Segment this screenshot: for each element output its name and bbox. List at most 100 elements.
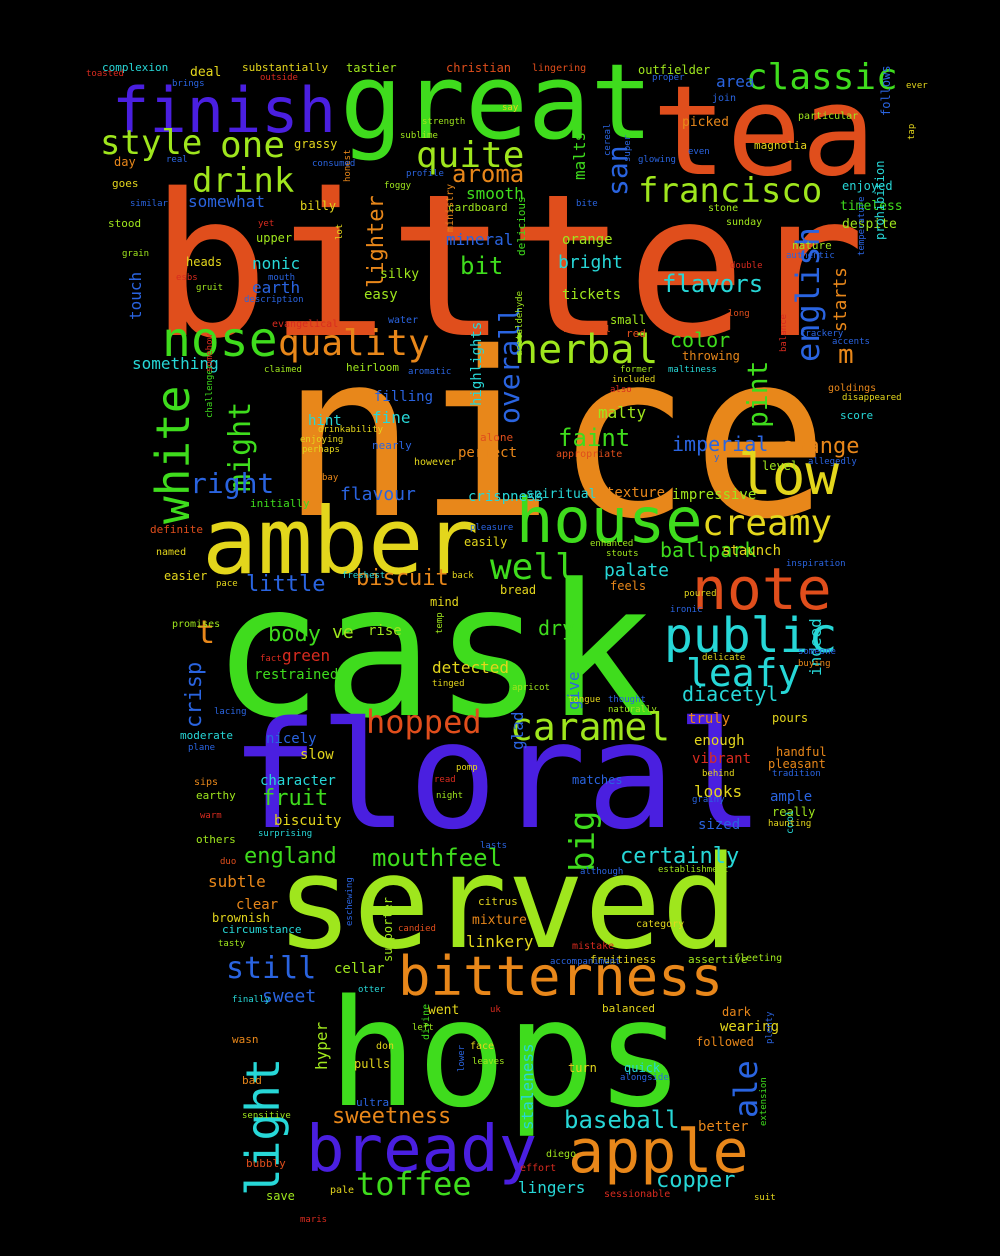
word-eschewing: eschewing <box>345 877 355 926</box>
word-still: still <box>226 951 317 986</box>
word-gruit: gruit <box>196 283 224 293</box>
word-finally: finally <box>232 995 270 1005</box>
word-goes: goes <box>112 177 139 190</box>
word-delicate: delicate <box>702 653 746 663</box>
word-cellar: cellar <box>334 961 385 977</box>
word-cask: cask <box>212 545 656 759</box>
word-stood: stood <box>108 217 142 230</box>
word-leaves: leaves <box>472 1057 505 1067</box>
word-served: served <box>276 829 739 978</box>
word-biscuit: biscuit <box>356 566 449 591</box>
word-moderate: moderate <box>180 729 233 742</box>
word-pours: pours <box>772 711 809 725</box>
word-nearly: nearly <box>372 439 412 452</box>
word-right: right <box>190 467 275 500</box>
word-bay: bay <box>322 473 339 483</box>
word-staleness: staleness <box>518 1043 537 1130</box>
word-perhaps: perhaps <box>302 445 340 455</box>
word-touch: touch <box>126 271 145 320</box>
word-well: well <box>490 547 577 588</box>
word-floral: floral <box>230 690 765 862</box>
word-alone: alone <box>480 431 514 444</box>
word-ironic: ironic <box>670 605 703 615</box>
word-former: former <box>620 365 653 375</box>
word-divine: divine <box>421 1003 432 1040</box>
word-proper: proper <box>652 73 685 83</box>
word-character: character <box>260 773 336 789</box>
word-leafy: leafy <box>686 651 801 695</box>
word-something: something <box>132 354 219 373</box>
word-lingering: lingering <box>532 63 587 74</box>
word-ale: ale <box>727 1060 765 1118</box>
word-sunday: sunday <box>726 217 763 228</box>
word-nose: nose <box>162 312 278 368</box>
word-vibrant: vibrant <box>692 751 752 767</box>
word-temperature: temperature <box>857 196 867 256</box>
word-francisco: francisco <box>638 171 823 211</box>
word-similar: similar <box>130 199 168 209</box>
word-slow: slow <box>300 747 334 763</box>
word-baseball: baseball <box>564 1106 680 1134</box>
word-copper: copper <box>656 1168 736 1193</box>
word-lacing: lacing <box>214 707 247 717</box>
word-matches: matches <box>572 773 623 787</box>
word-outside: outside <box>260 73 298 83</box>
word-mixture: mixture <box>472 913 527 928</box>
word-house: house <box>516 484 703 557</box>
word-clear: clear <box>236 897 279 913</box>
word-enjoying: enjoying <box>300 435 344 445</box>
word-apple: apple <box>568 1117 749 1187</box>
word-earthy: earthy <box>196 789 236 802</box>
word-inspiration: inspiration <box>786 559 846 569</box>
word-area: area <box>716 72 755 91</box>
word-went: went <box>428 1003 460 1018</box>
word-drink: drink <box>192 161 295 201</box>
word-don: don <box>376 1041 395 1052</box>
word-plenty: plenty <box>765 1011 775 1044</box>
word-grassy: grassy <box>294 137 338 151</box>
word-evangelical: evangelical <box>272 319 339 330</box>
word-appropriate: appropriate <box>556 449 623 460</box>
word-amber: amber <box>202 488 479 595</box>
word-y: y <box>714 453 720 463</box>
word-looks: looks <box>694 782 743 801</box>
word-heads: heads <box>186 255 223 269</box>
word-ministry: ministry <box>445 183 456 232</box>
word-heirloom: heirloom <box>346 361 399 374</box>
word-biscuity: biscuity <box>274 813 342 829</box>
word-somehow: somehow <box>205 334 215 372</box>
word-brownish: brownish <box>212 911 270 925</box>
word-easy: easy <box>364 287 398 303</box>
word-profile: profile <box>406 169 444 179</box>
word-balanced: balanced <box>602 1002 655 1015</box>
word-fruitiness: fruitiness <box>590 953 657 966</box>
word-filling: filling <box>374 389 434 405</box>
word-lot: lot <box>335 223 345 240</box>
word-acetaldehyde: acetaldehyde <box>515 290 525 356</box>
word-deal: deal <box>190 65 222 80</box>
word-mistake: mistake <box>572 941 615 952</box>
word-pace: pace <box>216 579 238 589</box>
word-style: style <box>100 123 203 163</box>
word-ample: ample <box>770 789 813 805</box>
word-cereal: cereal <box>603 123 613 156</box>
word-spiritual: spiritual <box>526 487 597 502</box>
word-highlights: highlights <box>469 321 485 406</box>
word-tinged: tinged <box>432 679 465 689</box>
word-ever: ever <box>906 81 928 91</box>
word-change: change <box>780 434 860 459</box>
word-toffee: toffee <box>356 1165 472 1203</box>
word-allegedly: allegedly <box>808 457 857 467</box>
word-surprising: surprising <box>258 829 313 839</box>
word-fine: fine <box>372 408 411 427</box>
word-tasty: tasty <box>218 939 246 949</box>
word-follows: follows <box>879 65 893 116</box>
word-pint: pint <box>741 360 774 428</box>
word-crisp: crisp <box>182 661 207 728</box>
word-little: little <box>246 572 326 597</box>
word-cardboard: cardboard <box>448 201 508 214</box>
word-particular: particular <box>798 111 859 122</box>
word-stouts: stouts <box>606 549 639 559</box>
word-magnolia: magnolia <box>754 139 807 152</box>
word-otter: otter <box>358 985 386 995</box>
